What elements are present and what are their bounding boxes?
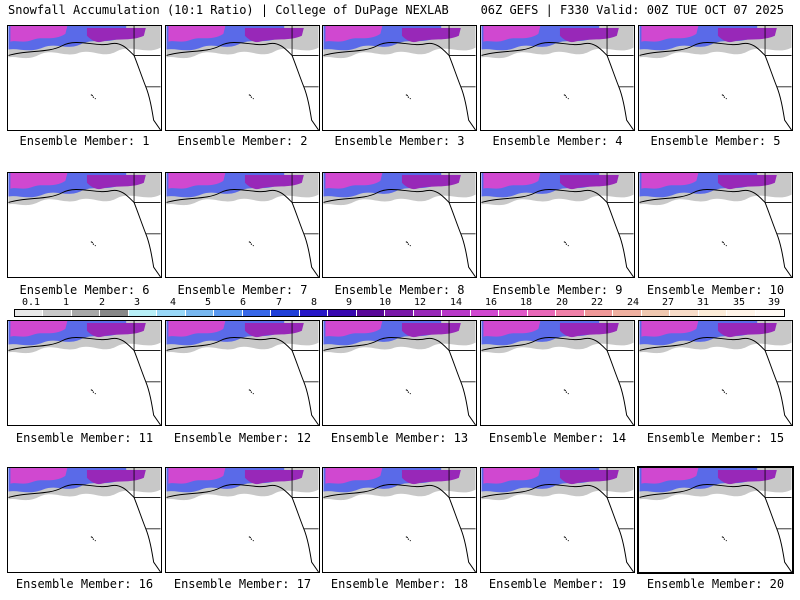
ensemble-member-label: Ensemble Member: 20: [646, 577, 785, 591]
model-run-info: 06Z GEFS | F330 Valid: 00Z TUE OCT 07 20…: [480, 3, 784, 17]
legend-tick: 7: [275, 297, 283, 308]
legend-swatch: [499, 310, 528, 316]
ensemble-member-map: [7, 320, 162, 426]
legend-tick: 3: [133, 297, 141, 308]
legend-swatch: [328, 310, 357, 316]
legend-tick: 5: [204, 297, 212, 308]
legend-tick: 8: [310, 297, 318, 308]
ensemble-member-label: Ensemble Member: 2: [177, 134, 308, 148]
legend-swatch: [385, 310, 414, 316]
ensemble-member-map: [637, 466, 794, 574]
legend-swatch: [71, 310, 101, 316]
legend-tick: 35: [732, 297, 746, 308]
legend-swatch: [641, 310, 671, 316]
legend-tick: 0.1: [21, 297, 41, 308]
ensemble-member-label: Ensemble Member: 16: [15, 577, 154, 591]
legend-tick: 18: [519, 297, 533, 308]
legend-swatch: [242, 310, 272, 316]
ensemble-member-map: [7, 25, 162, 131]
legend-tick: 12: [413, 297, 427, 308]
legend-swatch: [43, 310, 72, 316]
legend-swatch: [556, 310, 585, 316]
legend-swatch: [755, 310, 785, 316]
ensemble-member-map: [322, 172, 477, 278]
ensemble-member-label: Ensemble Member: 11: [15, 431, 154, 445]
legend-tick: 20: [555, 297, 569, 308]
snowfall-legend: 0.1 1 2 3 4 5 6 7 8 9 10 12 14 16 18 20 …: [14, 297, 785, 319]
legend-color-bar: [14, 309, 785, 317]
legend-swatch: [128, 310, 158, 316]
legend-swatch: [157, 310, 186, 316]
ensemble-member-label: Ensemble Member: 14: [488, 431, 627, 445]
ensemble-member-map: [480, 467, 635, 573]
ensemble-member-map: [638, 172, 793, 278]
legend-swatch: [100, 310, 129, 316]
legend-tick: 24: [626, 297, 640, 308]
legend-tick: 14: [449, 297, 463, 308]
legend-ticks: 0.1 1 2 3 4 5 6 7 8 9 10 12 14 16 18 20 …: [14, 297, 785, 308]
legend-tick: 31: [696, 297, 710, 308]
ensemble-member-label: Ensemble Member: 8: [334, 283, 465, 297]
ensemble-member-map: [165, 25, 320, 131]
legend-swatch: [698, 310, 728, 316]
map-title: Snowfall Accumulation (10:1 Ratio) | Col…: [8, 3, 449, 17]
ensemble-member-label: Ensemble Member: 13: [330, 431, 469, 445]
ensemble-member-map: [638, 320, 793, 426]
legend-swatch: [584, 310, 614, 316]
ensemble-member-map: [322, 467, 477, 573]
legend-swatch: [271, 310, 300, 316]
ensemble-member-map: [7, 467, 162, 573]
legend-tick: 4: [169, 297, 177, 308]
ensemble-member-label: Ensemble Member: 19: [488, 577, 627, 591]
ensemble-member-map: [165, 320, 320, 426]
ensemble-member-map: [165, 467, 320, 573]
legend-tick: 9: [345, 297, 353, 308]
ensemble-member-label: Ensemble Member: 15: [646, 431, 785, 445]
ensemble-member-map: [638, 25, 793, 131]
legend-swatch: [299, 310, 329, 316]
legend-tick: 1: [62, 297, 70, 308]
ensemble-member-label: Ensemble Member: 1: [19, 134, 150, 148]
legend-tick: 27: [661, 297, 675, 308]
legend-swatch: [613, 310, 642, 316]
ensemble-member-map: [480, 320, 635, 426]
ensemble-member-map: [480, 172, 635, 278]
legend-swatch: [727, 310, 756, 316]
ensemble-member-label: Ensemble Member: 3: [334, 134, 465, 148]
ensemble-member-map: [322, 25, 477, 131]
legend-swatch: [670, 310, 699, 316]
legend-tick: 22: [590, 297, 604, 308]
ensemble-member-map: [165, 172, 320, 278]
ensemble-member-label: Ensemble Member: 5: [650, 134, 781, 148]
legend-swatch: [214, 310, 243, 316]
ensemble-member-label: Ensemble Member: 12: [173, 431, 312, 445]
legend-swatch: [470, 310, 500, 316]
legend-tick: 16: [484, 297, 498, 308]
legend-swatch: [356, 310, 386, 316]
legend-swatch: [442, 310, 471, 316]
legend-swatch: [15, 310, 44, 316]
ensemble-member-map: [480, 25, 635, 131]
legend-swatch: [527, 310, 557, 316]
ensemble-member-label: Ensemble Member: 9: [492, 283, 623, 297]
legend-tick: 10: [378, 297, 392, 308]
ensemble-member-label: Ensemble Member: 7: [177, 283, 308, 297]
legend-swatch: [185, 310, 215, 316]
ensemble-member-label: Ensemble Member: 4: [492, 134, 623, 148]
ensemble-member-label: Ensemble Member: 10: [646, 283, 785, 297]
legend-swatch: [413, 310, 443, 316]
legend-tick: 6: [239, 297, 247, 308]
legend-tick: 39: [767, 297, 781, 308]
ensemble-member-label: Ensemble Member: 6: [19, 283, 150, 297]
ensemble-member-label: Ensemble Member: 17: [173, 577, 312, 591]
ensemble-member-map: [322, 320, 477, 426]
ensemble-member-map: [7, 172, 162, 278]
ensemble-member-label: Ensemble Member: 18: [330, 577, 469, 591]
legend-tick: 2: [98, 297, 106, 308]
